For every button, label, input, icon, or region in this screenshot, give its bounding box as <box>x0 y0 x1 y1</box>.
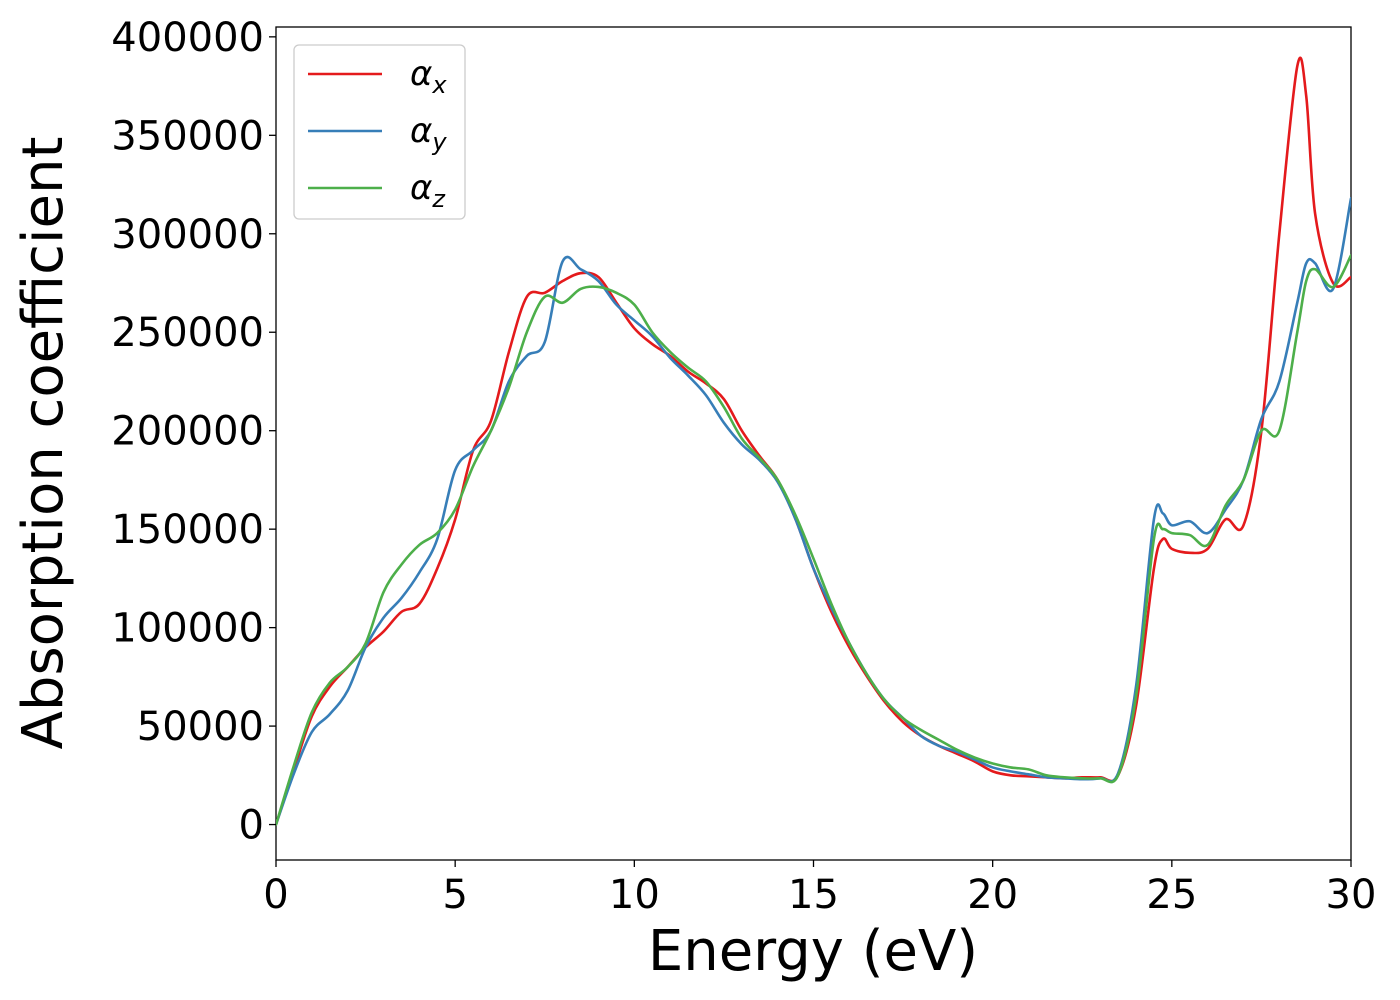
y-axis-title: Absorption coefficient <box>11 137 76 750</box>
x-tick-label: 0 <box>263 872 288 918</box>
legend-label-symbol: α <box>410 111 432 151</box>
legend-label-alpha-z: αz <box>410 168 446 213</box>
x-axis-title: Energy (eV) <box>648 919 978 984</box>
y-tick-label: 400000 <box>111 15 264 61</box>
legend-label-subscript: y <box>431 128 447 156</box>
series-lines <box>276 56 1351 826</box>
legend-label-symbol: α <box>410 54 432 94</box>
legend-label-alpha-x: αx <box>410 54 447 99</box>
series-line-alpha-z <box>276 254 1351 826</box>
x-tick-label: 10 <box>609 872 660 918</box>
x-tick-label: 5 <box>442 872 467 918</box>
y-tick-label: 100000 <box>111 606 264 652</box>
legend-label-alpha-y: αy <box>410 111 447 156</box>
x-tick-label: 30 <box>1326 872 1377 918</box>
x-tick-label: 25 <box>1146 872 1197 918</box>
x-tick-label: 20 <box>967 872 1018 918</box>
y-tick-label: 50000 <box>137 704 264 750</box>
y-tick-label: 0 <box>239 803 264 849</box>
legend-label-subscript: x <box>431 71 447 99</box>
y-tick-label: 150000 <box>111 507 264 553</box>
y-tick-label: 300000 <box>111 212 264 258</box>
y-axis-ticks: 0 50000 100000 150000 200000 250000 300000 3500… <box>111 15 276 849</box>
series-line-alpha-x <box>276 56 1351 826</box>
y-tick-label: 200000 <box>111 409 264 455</box>
legend-label-symbol: α <box>410 168 432 208</box>
legend-label-subscript: z <box>431 185 446 213</box>
x-tick-label: 15 <box>788 872 839 918</box>
x-axis-ticks: 0 5 10 15 20 25 30 <box>263 860 1376 918</box>
y-tick-label: 350000 <box>111 113 264 159</box>
y-tick-label: 250000 <box>111 310 264 356</box>
